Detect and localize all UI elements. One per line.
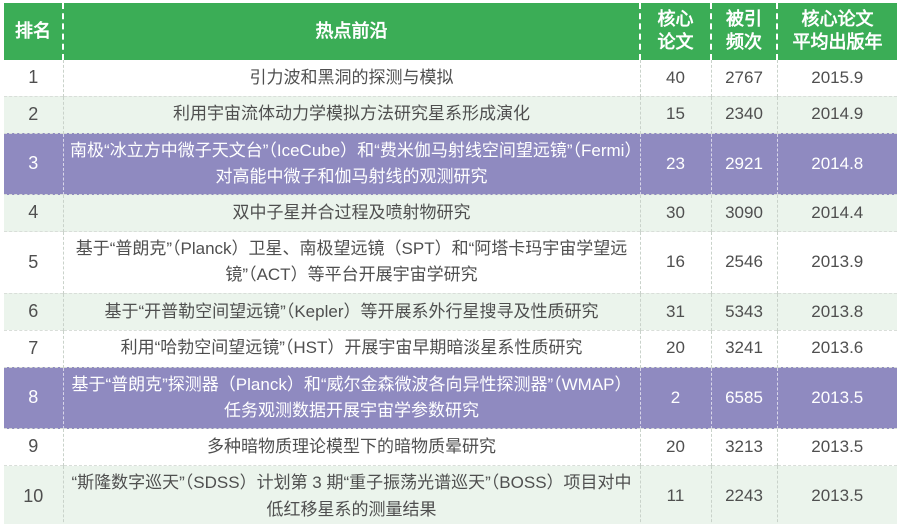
frontier-cell: 双中子星并合过程及喷射物研究 (62, 194, 640, 232)
rank-cell: 4 (4, 194, 63, 232)
rank-cell: 7 (4, 329, 63, 368)
avg-pub-year-cell: 2014.4 (776, 194, 897, 232)
avg-pub-year-cell: 2013.5 (776, 366, 897, 429)
header-avg-pub-year: 核心论文 平均出版年 (776, 3, 897, 60)
core-papers-cell: 11 (639, 465, 711, 524)
avg-pub-year-cell: 2013.5 (776, 428, 897, 466)
frontier-cell: 利用宇宙流体动力学模拟方法研究星系形成演化 (62, 95, 640, 134)
table-row: 4 双中子星并合过程及喷射物研究 30 3090 2014.4 (4, 194, 897, 232)
header-frontier: 热点前沿 (62, 3, 640, 60)
citations-cell: 6585 (710, 366, 777, 429)
avg-pub-year-cell: 2014.8 (776, 132, 897, 195)
table-row: 9 多种暗物质理论模型下的暗物质晕研究 20 3213 2013.5 (4, 428, 897, 466)
frontier-cell: 引力波和黑洞的探测与模拟 (62, 59, 640, 97)
frontier-cell: “斯隆数字巡天”（SDSS）计划第 3 期“重子振荡光谱巡天”（BOSS）项目对… (62, 465, 640, 524)
table-row: 10 “斯隆数字巡天”（SDSS）计划第 3 期“重子振荡光谱巡天”（BOSS）… (4, 465, 897, 524)
table-row: 3 南极“冰立方中微子天文台”（IceCube）和“费米伽马射线空间望远镜”（F… (4, 132, 897, 195)
table-row: 7 利用“哈勃空间望远镜”（HST）开展宇宙早期暗淡星系性质研究 20 3241… (4, 329, 897, 368)
frontier-cell: 多种暗物质理论模型下的暗物质晕研究 (62, 428, 640, 466)
avg-pub-year-cell: 2014.9 (776, 95, 897, 134)
header-citations: 被引 频次 (710, 3, 777, 60)
header-avg-pub-year-line1: 核心论文 (801, 9, 874, 29)
table-row: 8 基于“普朗克”探测器（Planck）和“威尔金森微波各向异性探测器”（WMA… (4, 366, 897, 429)
core-papers-cell: 15 (639, 95, 711, 134)
table-row: 2 利用宇宙流体动力学模拟方法研究星系形成演化 15 2340 2014.9 (4, 95, 897, 134)
rank-cell: 10 (4, 465, 63, 524)
citations-cell: 2546 (710, 231, 777, 294)
core-papers-cell: 23 (639, 132, 711, 195)
citations-cell: 2243 (710, 465, 777, 524)
header-citations-line2: 频次 (726, 32, 762, 53)
core-papers-cell: 16 (639, 231, 711, 294)
citations-cell: 2767 (710, 59, 777, 97)
avg-pub-year-cell: 2013.9 (776, 231, 897, 294)
header-core-papers-line2: 论文 (657, 32, 694, 53)
core-papers-cell: 40 (639, 59, 711, 97)
header-core-papers: 核心 论文 (639, 3, 711, 60)
citations-cell: 2921 (710, 132, 777, 195)
rank-cell: 6 (4, 292, 63, 331)
header-core-papers-line1: 核心 (657, 9, 694, 29)
frontier-cell: 基于“普朗克”探测器（Planck）和“威尔金森微波各向异性探测器”（WMAP）… (62, 366, 640, 429)
core-papers-cell: 2 (639, 366, 711, 429)
avg-pub-year-cell: 2013.5 (776, 465, 897, 524)
header-avg-pub-year-line2: 平均出版年 (792, 32, 883, 53)
citations-cell: 5343 (710, 292, 777, 331)
rank-cell: 5 (4, 231, 63, 294)
rank-cell: 2 (4, 95, 63, 134)
frontier-cell: 南极“冰立方中微子天文台”（IceCube）和“费米伽马射线空间望远镜”（Fer… (62, 132, 640, 195)
avg-pub-year-cell: 2013.8 (776, 292, 897, 331)
table-row: 1 引力波和黑洞的探测与模拟 40 2767 2015.9 (4, 59, 897, 97)
avg-pub-year-cell: 2015.9 (776, 59, 897, 97)
avg-pub-year-cell: 2013.6 (776, 329, 897, 368)
frontier-cell: 基于“普朗克”（Planck）卫星、南极望远镜（SPT）和“阿塔卡玛宇宙学望远镜… (62, 231, 640, 294)
frontier-cell: 利用“哈勃空间望远镜”（HST）开展宇宙早期暗淡星系性质研究 (62, 329, 640, 368)
core-papers-cell: 30 (639, 194, 711, 232)
frontier-cell: 基于“开普勒空间望远镜”（Kepler）等开展系外行星搜寻及性质研究 (62, 292, 640, 331)
table-header-row: 排名 热点前沿 核心 论文 被引 频次 核心论文 平均出版年 (4, 3, 897, 60)
table-body: 1 引力波和黑洞的探测与模拟 40 2767 2015.9 2 利用宇宙流体动力… (4, 59, 897, 524)
header-rank-label: 排名 (15, 20, 51, 41)
table-row: 6 基于“开普勒空间望远镜”（Kepler）等开展系外行星搜寻及性质研究 31 … (4, 292, 897, 331)
citations-cell: 3213 (710, 428, 777, 466)
rank-cell: 3 (4, 132, 63, 195)
header-citations-line1: 被引 (726, 9, 762, 29)
core-papers-cell: 20 (639, 428, 711, 466)
core-papers-cell: 31 (639, 292, 711, 331)
citations-cell: 3241 (710, 329, 777, 368)
citations-cell: 2340 (710, 95, 777, 134)
rank-cell: 1 (4, 59, 63, 97)
rank-cell: 8 (4, 366, 63, 429)
header-rank: 排名 (4, 3, 63, 60)
hot-frontiers-table: 排名 热点前沿 核心 论文 被引 频次 核心论文 平均出版年 (4, 3, 897, 524)
header-frontier-label: 热点前沿 (315, 20, 388, 41)
citations-cell: 3090 (710, 194, 777, 232)
rank-cell: 9 (4, 428, 63, 466)
core-papers-cell: 20 (639, 329, 711, 368)
table-row: 5 基于“普朗克”（Planck）卫星、南极望远镜（SPT）和“阿塔卡玛宇宙学望… (4, 231, 897, 294)
